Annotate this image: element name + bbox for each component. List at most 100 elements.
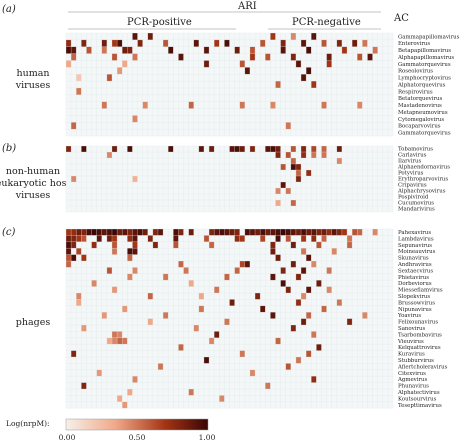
heatmap-cell xyxy=(137,229,143,236)
heatmap-cell xyxy=(66,261,72,268)
heatmap-cell xyxy=(311,33,317,40)
heatmap-cell xyxy=(132,33,138,40)
heatmap-cell xyxy=(326,53,332,61)
heatmap-cell xyxy=(357,53,363,61)
panel-a-letter: (a) xyxy=(2,4,16,15)
heatmap-cell xyxy=(71,229,77,236)
heatmap-cell xyxy=(188,389,194,396)
heatmap-cell xyxy=(290,146,296,152)
heatmap-cell xyxy=(321,305,327,313)
heatmap-cell xyxy=(301,74,307,82)
heatmap-cell xyxy=(321,229,327,236)
heatmap-cell xyxy=(122,401,128,409)
heatmap-cell xyxy=(198,293,204,300)
row-label: Alphachrysovirus xyxy=(397,189,446,195)
row-label: Slopekvirus xyxy=(398,294,430,300)
heatmap-cell xyxy=(239,60,245,68)
heatmap-cell xyxy=(127,254,133,261)
heatmap-cell xyxy=(198,305,204,313)
heatmap-cell xyxy=(81,382,87,389)
heatmap-cell xyxy=(295,170,302,176)
heatmap-cell xyxy=(347,241,353,249)
heatmap-cell xyxy=(71,241,77,249)
heatmap-cell xyxy=(132,267,138,274)
heatmap-cell xyxy=(76,293,82,300)
heatmap-cell xyxy=(270,229,276,236)
row-label: Tobamovirus xyxy=(398,147,433,153)
row-label: Skunavirus xyxy=(398,256,429,262)
heatmap-cell xyxy=(163,39,169,47)
heatmap-cell xyxy=(127,389,133,396)
heatmap-cell xyxy=(81,146,87,152)
heatmap-cell xyxy=(265,382,271,389)
heatmap-cell xyxy=(255,229,261,236)
heatmap-cell xyxy=(209,337,215,345)
heatmap-cell xyxy=(106,229,112,236)
heatmap-cell xyxy=(290,325,296,332)
heatmap-cell xyxy=(316,344,322,351)
heatmap-cell xyxy=(132,229,138,236)
heatmap-cell xyxy=(111,337,118,345)
heatmap-cell xyxy=(101,39,107,47)
heatmap-cell xyxy=(280,182,286,188)
heatmap-cell xyxy=(111,235,118,242)
header-pcr-positive: PCR-positive xyxy=(127,17,192,28)
heatmap-cell xyxy=(347,235,353,242)
heatmap-cell xyxy=(239,101,245,109)
heatmap-cell xyxy=(306,254,312,261)
heatmap-cell xyxy=(326,267,332,274)
heatmap-cell xyxy=(270,146,276,152)
row-label: Brussowvirus xyxy=(398,300,435,306)
heatmap-cell xyxy=(229,146,235,152)
heatmap-cell xyxy=(331,229,337,236)
heatmap-cell xyxy=(66,248,72,255)
heatmap-cell xyxy=(249,146,256,152)
heatmap-cell xyxy=(76,235,82,242)
heatmap-cell xyxy=(285,229,291,236)
row-label: Cripavirus xyxy=(398,183,427,189)
heatmap-cell xyxy=(311,152,317,158)
heatmap-cell xyxy=(290,229,296,236)
heatmap-cell xyxy=(280,46,286,54)
row-label: Phunavirus xyxy=(398,384,429,390)
heatmap-cell xyxy=(306,350,312,357)
heatmap-cell xyxy=(117,39,123,47)
row-label: Andhravirus xyxy=(397,262,432,268)
header-ac: AC xyxy=(393,13,409,24)
row-label: Sanovirus xyxy=(398,326,425,332)
heatmap-cell xyxy=(76,74,82,82)
heatmap-cell xyxy=(76,87,82,95)
row-label: Cucumovirus xyxy=(398,201,434,207)
heatmap-cell xyxy=(295,60,302,68)
heatmap-cell xyxy=(280,164,286,170)
row-label: Mastadenovirus xyxy=(398,103,442,109)
heatmap-cell xyxy=(66,46,72,54)
heatmap-cell xyxy=(132,376,138,383)
heatmap-cell xyxy=(66,146,72,152)
heatmap-cell xyxy=(188,101,194,109)
heatmap-cell xyxy=(71,53,77,61)
heatmap-cell xyxy=(301,267,307,274)
heatmap-cell xyxy=(347,318,353,325)
heatmap-cell xyxy=(280,39,286,47)
row-label: Enterovirus xyxy=(398,41,430,47)
heatmap-cell xyxy=(306,312,312,319)
heatmap-cell xyxy=(224,318,230,325)
heatmap-cell xyxy=(316,280,322,287)
heatmap-cell xyxy=(234,46,240,54)
heatmap-cell xyxy=(152,241,158,249)
heatmap-cell xyxy=(106,267,112,274)
row-label: Cytomegalovirus xyxy=(398,117,444,123)
group-label-phages: phages xyxy=(16,317,51,328)
row-label: Tsarbombavirus xyxy=(398,332,442,338)
heatmap-cell xyxy=(127,235,133,242)
row-label: Alphatorquevirus xyxy=(397,82,446,88)
row-label: Betapapillomavirus xyxy=(398,48,451,54)
heatmap-cell xyxy=(234,229,240,236)
heatmap-cell xyxy=(127,46,133,54)
heatmap-cell xyxy=(285,235,291,242)
heatmap-cell xyxy=(81,325,87,332)
heatmap-cell xyxy=(275,254,281,261)
heatmap-cell xyxy=(311,235,317,242)
